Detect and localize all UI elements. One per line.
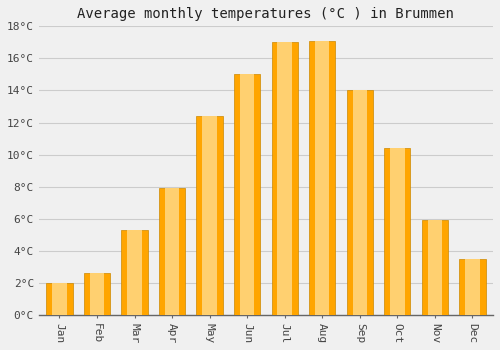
Bar	[128, 230, 142, 315]
Bar	[240, 75, 254, 315]
Bar	[315, 41, 330, 315]
Bar	[234, 75, 260, 315]
Bar	[84, 273, 110, 315]
Bar	[460, 259, 485, 315]
Bar	[202, 116, 217, 315]
Bar	[196, 116, 223, 315]
Bar	[309, 41, 336, 315]
Bar	[422, 220, 448, 315]
Bar	[272, 42, 298, 315]
Bar	[465, 259, 479, 315]
Bar	[159, 188, 185, 315]
Title: Average monthly temperatures (°C ) in Brummen: Average monthly temperatures (°C ) in Br…	[78, 7, 454, 21]
Bar	[46, 283, 72, 315]
Bar	[278, 42, 292, 315]
Bar	[384, 148, 410, 315]
Bar	[165, 188, 180, 315]
Bar	[352, 91, 367, 315]
Bar	[346, 91, 373, 315]
Bar	[90, 273, 104, 315]
Bar	[122, 230, 148, 315]
Bar	[428, 220, 442, 315]
Bar	[390, 148, 404, 315]
Bar	[52, 283, 66, 315]
